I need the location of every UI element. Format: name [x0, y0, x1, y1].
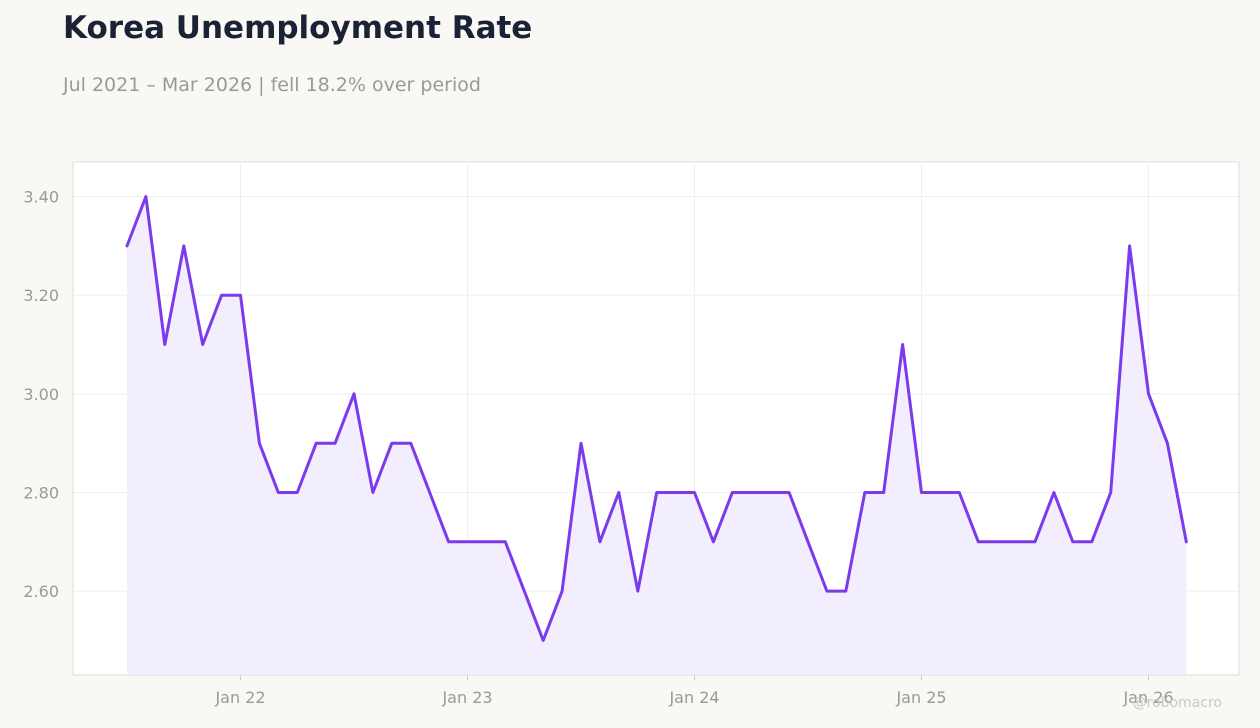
y-tick-label: 2.60 — [23, 582, 59, 601]
y-axis: 2.60 2.80 3.00 3.20 3.40 — [23, 188, 59, 602]
x-axis: Jan 22 Jan 23 Jan 24 Jan 25 Jan 26 — [214, 675, 1174, 707]
x-tick-label: Jan 25 — [895, 688, 946, 707]
chart-subtitle: Jul 2021 – Mar 2026 | fell 18.2% over pe… — [63, 74, 481, 96]
y-tick-label: 3.00 — [23, 385, 59, 404]
x-tick-label: Jan 23 — [441, 688, 492, 707]
watermark: @robomacro — [1132, 695, 1222, 711]
x-tick-label: Jan 22 — [214, 688, 265, 707]
y-tick-label: 2.80 — [23, 483, 59, 502]
area-fill — [127, 196, 1187, 675]
y-tick-label: 3.20 — [23, 286, 59, 305]
x-tick-label: Jan 26 — [1122, 688, 1173, 707]
y-tick-label: 3.40 — [23, 188, 59, 207]
x-tick-label: Jan 24 — [668, 688, 719, 707]
series-line — [125, 195, 1188, 642]
chart-title: Korea Unemployment Rate — [63, 10, 533, 46]
